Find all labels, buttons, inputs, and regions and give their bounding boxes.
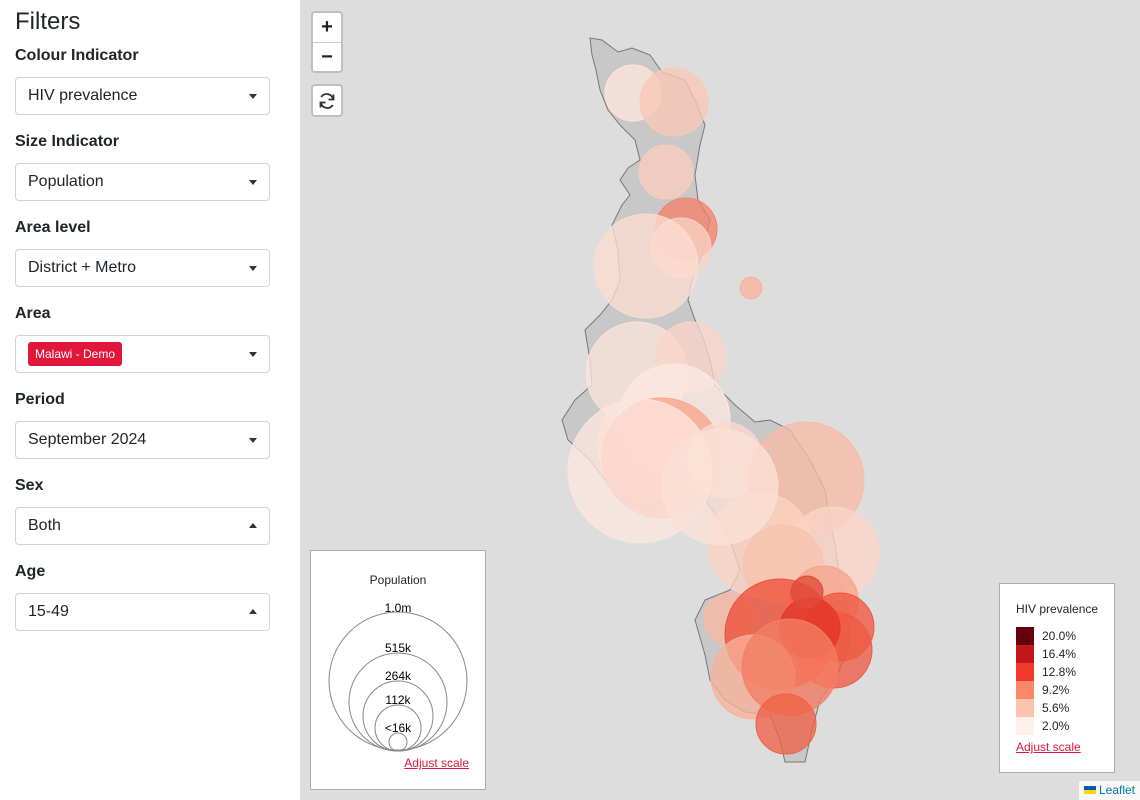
district-bubble[interactable]	[790, 575, 824, 609]
filters-sidebar: Filters Colour Indicator HIV prevalence …	[0, 0, 300, 800]
sex-value: Both	[28, 517, 61, 534]
size-indicator-label: Size Indicator	[15, 133, 120, 150]
color-legend: HIV prevalence 20.0% 16.4% 12.8% 9.2% 5.…	[999, 583, 1115, 773]
sex-select[interactable]: Both	[15, 507, 270, 545]
color-legend-title: HIV prevalence	[1016, 602, 1099, 616]
legend-label: 2.0%	[1042, 719, 1070, 733]
refresh-icon	[319, 92, 335, 109]
caret-up-icon	[249, 523, 257, 528]
district-bubble[interactable]	[661, 428, 779, 546]
period-label: Period	[15, 391, 65, 408]
size-legend-circles: 1.0m 515k 264k 112k <16k	[328, 601, 468, 752]
legend-item: 20.0%	[1016, 627, 1076, 645]
size-circle-16k	[388, 732, 408, 752]
bubble-map[interactable]: + − Population 1.0m 515k 264k 112k <16k …	[300, 0, 1140, 800]
map-attribution: Leaflet	[1078, 781, 1140, 800]
area-level-select[interactable]: District + Metro	[15, 249, 270, 287]
size-circle-264k	[362, 680, 434, 752]
legend-item: 9.2%	[1016, 681, 1069, 699]
period-value: September 2024	[28, 431, 147, 448]
size-label-264k: 264k	[385, 669, 412, 683]
area-level-value: District + Metro	[28, 259, 137, 276]
caret-down-icon	[249, 438, 257, 443]
legend-label: 12.8%	[1042, 665, 1077, 679]
age-select[interactable]: 15-49	[15, 593, 270, 631]
leaflet-link[interactable]: Leaflet	[1098, 783, 1135, 797]
legend-label: 5.6%	[1042, 701, 1070, 715]
age-label: Age	[15, 563, 46, 580]
legend-label: 9.2%	[1042, 683, 1070, 697]
sex-label: Sex	[15, 477, 44, 494]
map-canvas[interactable]	[300, 0, 1140, 800]
legend-swatch	[1016, 681, 1034, 699]
district-bubble[interactable]	[593, 213, 699, 319]
zoom-control: + −	[311, 11, 343, 73]
area-level-label: Area level	[15, 219, 91, 236]
size-label-515k: 515k	[385, 641, 412, 655]
colour-indicator-label: Colour Indicator	[15, 47, 139, 64]
legend-swatch	[1016, 663, 1034, 681]
district-bubble[interactable]	[739, 276, 763, 300]
colour-indicator-select[interactable]: HIV prevalence	[15, 77, 270, 115]
legend-swatch	[1016, 645, 1034, 663]
legend-swatch	[1016, 627, 1034, 645]
size-label-1m: 1.0m	[385, 601, 412, 615]
reset-view-button[interactable]	[311, 84, 343, 117]
size-legend: Population 1.0m 515k 264k 112k <16k Adju…	[310, 550, 486, 790]
legend-label: 16.4%	[1042, 647, 1077, 661]
zoom-out-button[interactable]: −	[313, 42, 341, 71]
bubbles-layer	[567, 64, 880, 755]
age-value: 15-49	[28, 603, 69, 620]
ukraine-flag-icon	[1083, 786, 1096, 794]
area-tag[interactable]: Malawi - Demo	[28, 342, 123, 366]
district-bubble[interactable]	[639, 67, 709, 137]
caret-down-icon	[249, 94, 257, 99]
legend-item: 5.6%	[1016, 699, 1069, 717]
size-circle-1m	[328, 611, 468, 751]
caret-down-icon	[249, 266, 257, 271]
size-indicator-value: Population	[28, 173, 104, 190]
caret-up-icon	[249, 609, 257, 614]
legend-swatch	[1016, 717, 1034, 735]
period-select[interactable]: September 2024	[15, 421, 270, 459]
size-label-112k: 112k	[385, 693, 411, 707]
district-bubble[interactable]	[755, 693, 817, 755]
size-legend-title: Population	[369, 573, 427, 587]
area-select[interactable]: Malawi - Demo	[15, 335, 270, 373]
size-indicator-select[interactable]: Population	[15, 163, 270, 201]
legend-swatch	[1016, 699, 1034, 717]
legend-item: 12.8%	[1016, 663, 1076, 681]
caret-down-icon	[249, 180, 257, 185]
district-bubble[interactable]	[638, 144, 694, 200]
area-label: Area	[15, 305, 51, 322]
caret-down-icon	[249, 352, 257, 357]
legend-item: 2.0%	[1016, 717, 1069, 735]
legend-item: 16.4%	[1016, 645, 1076, 663]
size-adjust-scale-link[interactable]: Adjust scale	[404, 756, 469, 770]
legend-label: 20.0%	[1042, 629, 1077, 643]
filters-title: Filters	[15, 8, 81, 35]
zoom-in-button[interactable]: +	[321, 16, 333, 38]
size-label-16k: <16k	[385, 721, 412, 735]
colour-indicator-value: HIV prevalence	[28, 87, 138, 104]
color-adjust-scale-link[interactable]: Adjust scale	[1016, 740, 1081, 754]
